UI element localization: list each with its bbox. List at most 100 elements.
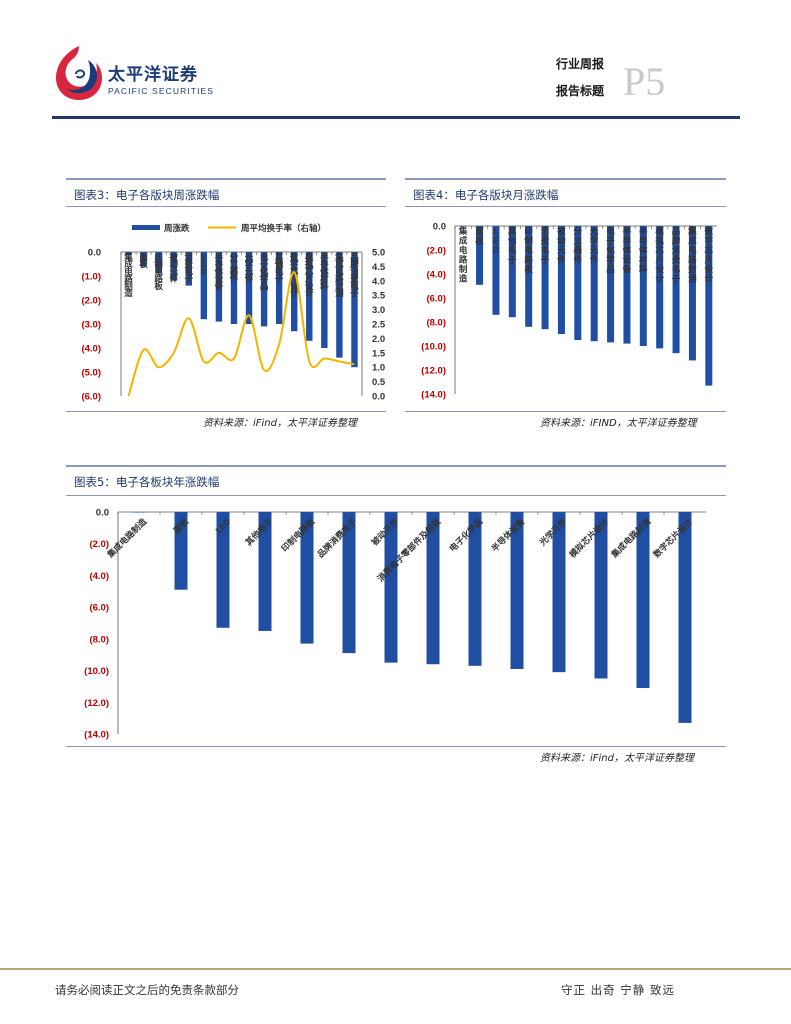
y-axis-tick: (8.0)	[426, 318, 446, 329]
y-axis-tick: 0.0	[433, 222, 446, 233]
category-label: 半导体材料	[638, 226, 648, 274]
weekly-change-bar	[170, 252, 177, 281]
turnover-line	[127, 271, 355, 397]
report-type: 行业周报	[556, 57, 605, 71]
category-label: 被动元件	[169, 252, 178, 284]
footer-divider	[0, 968, 791, 970]
yearly-change-bar	[384, 512, 398, 663]
monthly-change-bar	[656, 226, 664, 349]
category-label: 被动元件	[557, 226, 566, 265]
category-label: 面板	[171, 516, 190, 535]
left-axis-tick: 0.0	[88, 248, 101, 259]
figure5-source: 资料来源：iFind，太平洋证券整理	[540, 753, 694, 764]
figure3-source: 资料来源：iFind，太平洋证券整理	[203, 418, 357, 429]
left-axis-tick: (6.0)	[81, 392, 101, 403]
category-label: 电子化学品	[606, 226, 615, 274]
right-axis-tick: 5.0	[372, 248, 385, 259]
figure3-title: 图表3：电子各版块周涨跌幅	[74, 188, 220, 202]
category-label: 印制电路板	[524, 226, 533, 274]
monthly-change-bar	[557, 226, 565, 334]
footer-disclaimer: 请务必阅读正文之后的免责条款部分	[55, 983, 239, 997]
category-label: 半导体设备	[622, 226, 632, 274]
yearly-change-bar	[468, 512, 482, 666]
y-axis-tick: 0.0	[96, 508, 109, 519]
figure5-top-rule	[66, 465, 726, 467]
yearly-change-bar	[510, 512, 524, 669]
weekly-change-bar	[200, 252, 208, 320]
category-label: 半导体材料	[319, 252, 329, 291]
weekly-change-bar	[245, 252, 253, 324]
figure4-title-rule	[405, 206, 726, 207]
figure4-title: 图表4：电子各版块月涨跌幅	[413, 188, 559, 202]
monthly-change-bar	[492, 226, 500, 315]
figure4-top-rule	[405, 178, 726, 180]
figure4-chart: 0.0 (2.0) (4.0) (6.0) (8.0) (10.0) (12.0) (14.0…	[421, 222, 717, 401]
category-label: 品牌消费电子	[672, 226, 681, 284]
y-axis-tick: (8.0)	[89, 634, 109, 645]
company-name-cn: 太平洋证券	[108, 65, 198, 85]
weekly-change-bar	[306, 252, 313, 341]
header-divider	[52, 116, 740, 119]
right-axis-tick: 0.0	[372, 392, 385, 403]
yearly-change-bar	[132, 512, 146, 513]
category-label: 印制电路板	[154, 252, 163, 291]
pacific-securities-logo	[56, 46, 102, 100]
category-label: 其他电子	[274, 252, 284, 284]
figure5-bottom-rule	[66, 746, 726, 747]
category-label: 消费电子	[185, 252, 194, 284]
category-label: 集成电路制造	[123, 252, 133, 298]
weekly-change-bar	[155, 252, 162, 274]
figure3-bottom-rule	[66, 411, 386, 412]
company-name-en: PACIFIC SECURITIES	[108, 86, 215, 96]
category-label: 分立器件	[229, 252, 239, 284]
y-axis-tick: (12.0)	[84, 698, 109, 709]
figure5-title: 图表5：电子各板块年涨跌幅	[74, 475, 220, 489]
yearly-change-bar	[678, 512, 692, 723]
yearly-change-bar	[174, 512, 188, 590]
legend-swatch-weekly-change	[132, 225, 160, 230]
right-axis-tick: 1.5	[372, 348, 386, 359]
weekly-change-bar	[321, 252, 328, 348]
yearly-change-bar	[300, 512, 314, 644]
yearly-change-bar	[426, 512, 440, 665]
weekly-change-bar	[185, 252, 192, 286]
figure5-title-rule	[66, 495, 726, 496]
y-axis-tick: (14.0)	[84, 730, 109, 741]
y-axis-tick: (14.0)	[421, 390, 446, 401]
yearly-change-bar	[636, 512, 650, 689]
y-axis-tick: (6.0)	[89, 603, 109, 614]
category-label: 集成电路制造	[105, 516, 149, 560]
category-label: 集成电路制造	[458, 226, 468, 284]
weekly-change-bar	[336, 252, 343, 358]
category-label: 光学元件	[589, 226, 599, 265]
legend-label-weekly-change: 周涨跌	[164, 223, 190, 233]
figure4-source: 资料来源：iFIND，太平洋证券整理	[540, 418, 697, 429]
category-label: 电子化学品	[260, 252, 269, 291]
monthly-change-bar	[574, 226, 582, 340]
monthly-change-bar	[541, 226, 549, 330]
category-label: 半导体设备	[214, 252, 224, 291]
monthly-change-bar	[590, 226, 598, 342]
y-axis-tick: (4.0)	[426, 270, 446, 281]
weekly-change-bar	[260, 252, 268, 327]
figure3-title-rule	[66, 206, 386, 207]
left-axis-tick: (2.0)	[81, 296, 101, 307]
footer-motto: 守正 出奇 宁静 致远	[561, 983, 675, 997]
y-axis-tick: (2.0)	[89, 539, 109, 550]
monthly-change-bar	[525, 226, 533, 327]
category-label: 数字芯片设计	[705, 226, 714, 284]
page-number: P5	[623, 59, 666, 104]
weekly-change-bar	[125, 252, 132, 256]
category-label: 面板	[475, 226, 484, 246]
yearly-change-bar	[258, 512, 272, 631]
category-label: 分立器件	[573, 226, 583, 265]
weekly-change-bar	[351, 252, 358, 368]
monthly-change-bar	[607, 226, 615, 343]
right-axis-tick: 2.0	[372, 334, 385, 345]
monthly-change-bar	[672, 226, 680, 354]
weekly-change-bar	[291, 252, 298, 332]
weekly-change-bar	[275, 252, 283, 324]
figure3-chart: 周涨跌 周平均换手率（右轴） 0.0 (1.0) (2.0) (3.0) (4.0) (5.0…	[81, 223, 386, 403]
